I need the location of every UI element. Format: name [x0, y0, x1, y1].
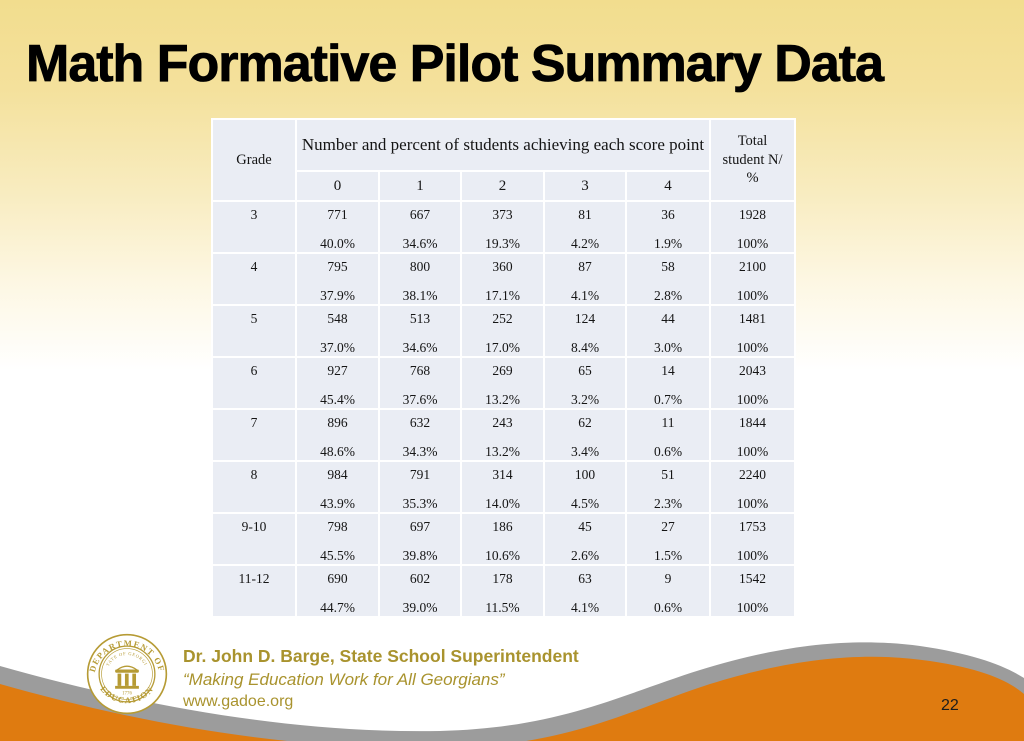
score-cell: 269 13.2% — [460, 356, 545, 410]
grade-cell: 9-10 — [211, 512, 297, 566]
score-cell: 697 39.8% — [378, 512, 462, 566]
score-cell: 771 40.0% — [295, 200, 380, 254]
table-row: 9-10 798 45.5% 697 39.8% 186 10.6% 45 2.6% 27 1.5%… — [211, 512, 796, 566]
footer-text-block: Dr. John D. Barge, State School Superint… — [183, 646, 579, 711]
score-cell: 11 0.6% — [625, 408, 711, 462]
score-cell: 243 13.2% — [460, 408, 545, 462]
seal-arch-emblem — [115, 665, 139, 689]
score-cell: 14 0.7% — [625, 356, 711, 410]
seal-inner-ring — [98, 645, 156, 703]
score-cell: 927 45.4% — [295, 356, 380, 410]
grade-cell: 8 — [211, 460, 297, 514]
total-cell: 2043 100% — [709, 356, 796, 410]
table-row: 5 548 37.0% 513 34.6% 252 17.0% 124 8.4% 44 3.0% 14… — [211, 304, 796, 358]
page-number: 22 — [941, 697, 959, 714]
score-cell: 800 38.1% — [378, 252, 462, 306]
table-row: 4 795 37.9% 800 38.1% 360 17.1% 87 4.1% 58 2.8% 210… — [211, 252, 796, 306]
score-cell: 667 34.6% — [378, 200, 462, 254]
score-cell: 100 4.5% — [543, 460, 627, 514]
score-cell: 602 39.0% — [378, 564, 462, 618]
total-cell: 1481 100% — [709, 304, 796, 358]
score-cell: 373 19.3% — [460, 200, 545, 254]
score-cell: 795 37.9% — [295, 252, 380, 306]
score-cell: 178 11.5% — [460, 564, 545, 618]
total-cell: 1844 100% — [709, 408, 796, 462]
total-column-header: Total student N/ % — [709, 118, 796, 202]
score-cell: 9 0.6% — [625, 564, 711, 618]
score-cell: 360 17.1% — [460, 252, 545, 306]
score-point-header: 2 — [460, 170, 545, 202]
table-row: 3 771 40.0% 667 34.6% 373 19.3% 81 4.2% 36 1.9% 192… — [211, 200, 796, 254]
grade-cell: 5 — [211, 304, 297, 358]
seal-inner-ring-2 — [101, 648, 153, 700]
total-cell: 2240 100% — [709, 460, 796, 514]
grade-cell: 6 — [211, 356, 297, 410]
total-cell: 1542 100% — [709, 564, 796, 618]
table-row: 6 927 45.4% 768 37.6% 269 13.2% 65 3.2% 14 0.7% 204… — [211, 356, 796, 410]
score-cell: 45 2.6% — [543, 512, 627, 566]
score-cell: 513 34.6% — [378, 304, 462, 358]
score-point-header: 1 — [378, 170, 462, 202]
grade-cell: 3 — [211, 200, 297, 254]
score-cell: 791 35.3% — [378, 460, 462, 514]
score-cell: 768 37.6% — [378, 356, 462, 410]
score-cell: 27 1.5% — [625, 512, 711, 566]
score-point-header: 3 — [543, 170, 627, 202]
score-cell: 186 10.6% — [460, 512, 545, 566]
website-link[interactable]: www.gadoe.org — [183, 693, 294, 710]
score-cell: 896 48.6% — [295, 408, 380, 462]
score-cell: 548 37.0% — [295, 304, 380, 358]
score-point-header: 0 — [295, 170, 380, 202]
grade-cell: 11-12 — [211, 564, 297, 618]
score-cell: 36 1.9% — [625, 200, 711, 254]
georgia-doe-seal-logo: DEPARTMENT OF EDUCATION STATE OF GEORGIA… — [86, 633, 168, 715]
score-cell: 65 3.2% — [543, 356, 627, 410]
table-row: 11-12 690 44.7% 602 39.0% 178 11.5% 63 4.1% 9 0.6%… — [211, 564, 796, 618]
score-cell: 984 43.9% — [295, 460, 380, 514]
score-span-header: Number and percent of students achieving… — [295, 118, 711, 172]
motto-line: “Making Education Work for All Georgians… — [183, 670, 505, 689]
score-cell: 314 14.0% — [460, 460, 545, 514]
superintendent-line: Dr. John D. Barge, State School Superint… — [183, 646, 579, 666]
score-cell: 81 4.2% — [543, 200, 627, 254]
score-cell: 44 3.0% — [625, 304, 711, 358]
seal-year-text: 1776 — [122, 692, 132, 697]
summary-table: Grade Number and percent of students ach… — [211, 118, 796, 618]
total-cell: 2100 100% — [709, 252, 796, 306]
score-cell: 58 2.8% — [625, 252, 711, 306]
score-cell: 798 45.5% — [295, 512, 380, 566]
score-cell: 51 2.3% — [625, 460, 711, 514]
wave-orange-band — [0, 656, 1024, 741]
score-cell: 62 3.4% — [543, 408, 627, 462]
total-cell: 1928 100% — [709, 200, 796, 254]
slide-title: Math Formative Pilot Summary Data — [26, 35, 885, 94]
score-cell: 690 44.7% — [295, 564, 380, 618]
grade-cell: 7 — [211, 408, 297, 462]
grade-cell: 4 — [211, 252, 297, 306]
table-row: 7 896 48.6% 632 34.3% 243 13.2% 62 3.4% 11 0.6% 184… — [211, 408, 796, 462]
score-point-header: 4 — [625, 170, 711, 202]
total-cell: 1753 100% — [709, 512, 796, 566]
table-row: 8 984 43.9% 791 35.3% 314 14.0% 100 4.5% 51 2.3% 22… — [211, 460, 796, 514]
score-cell: 63 4.1% — [543, 564, 627, 618]
score-cell: 87 4.1% — [543, 252, 627, 306]
score-cell: 252 17.0% — [460, 304, 545, 358]
grade-column-header: Grade — [211, 118, 297, 202]
score-cell: 124 8.4% — [543, 304, 627, 358]
score-cell: 632 34.3% — [378, 408, 462, 462]
